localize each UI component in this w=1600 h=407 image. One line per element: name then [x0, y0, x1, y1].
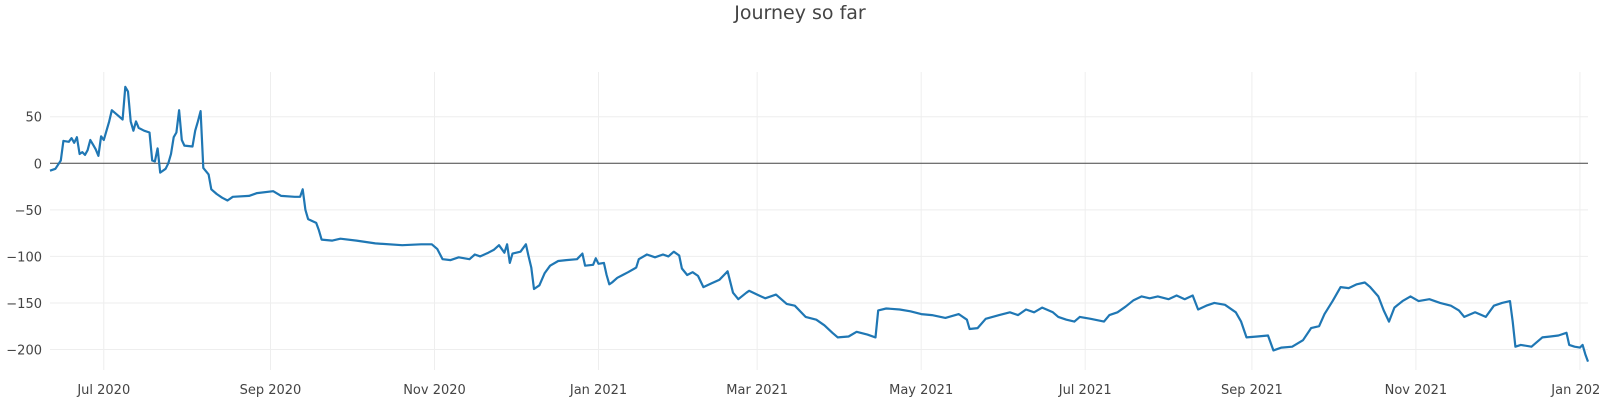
y-tick-label: −200 [6, 344, 42, 359]
y-tick-label: 0 [34, 157, 42, 172]
x-tick-label: Nov 2021 [1385, 383, 1448, 398]
x-tick-label: Sep 2021 [1221, 383, 1283, 398]
chart-title: Journey so far [734, 2, 866, 24]
y-tick-label: −150 [6, 297, 42, 312]
x-tick-label: Jan 2021 [569, 383, 627, 398]
grid-layer [50, 72, 1588, 370]
x-tick-label: May 2021 [889, 383, 953, 398]
x-tick-label: Sep 2020 [240, 383, 302, 398]
x-tick-label: Nov 2020 [403, 383, 466, 398]
x-tick-label: Jul 2021 [1058, 383, 1112, 398]
x-tick-label: Jan 2022 [1550, 383, 1600, 398]
tick-label-layer: Jul 2020 Sep 2020 Nov 2020 Jan 2021 Mar 2021… [6, 111, 1600, 398]
y-tick-label: 50 [25, 111, 42, 126]
series-line [49, 85, 1590, 362]
series-layer [49, 85, 1590, 362]
x-tick-label: Mar 2021 [726, 383, 788, 398]
y-tick-label: −50 [15, 204, 42, 219]
y-tick-label: −100 [6, 250, 42, 265]
x-tick-label: Jul 2020 [76, 383, 130, 398]
